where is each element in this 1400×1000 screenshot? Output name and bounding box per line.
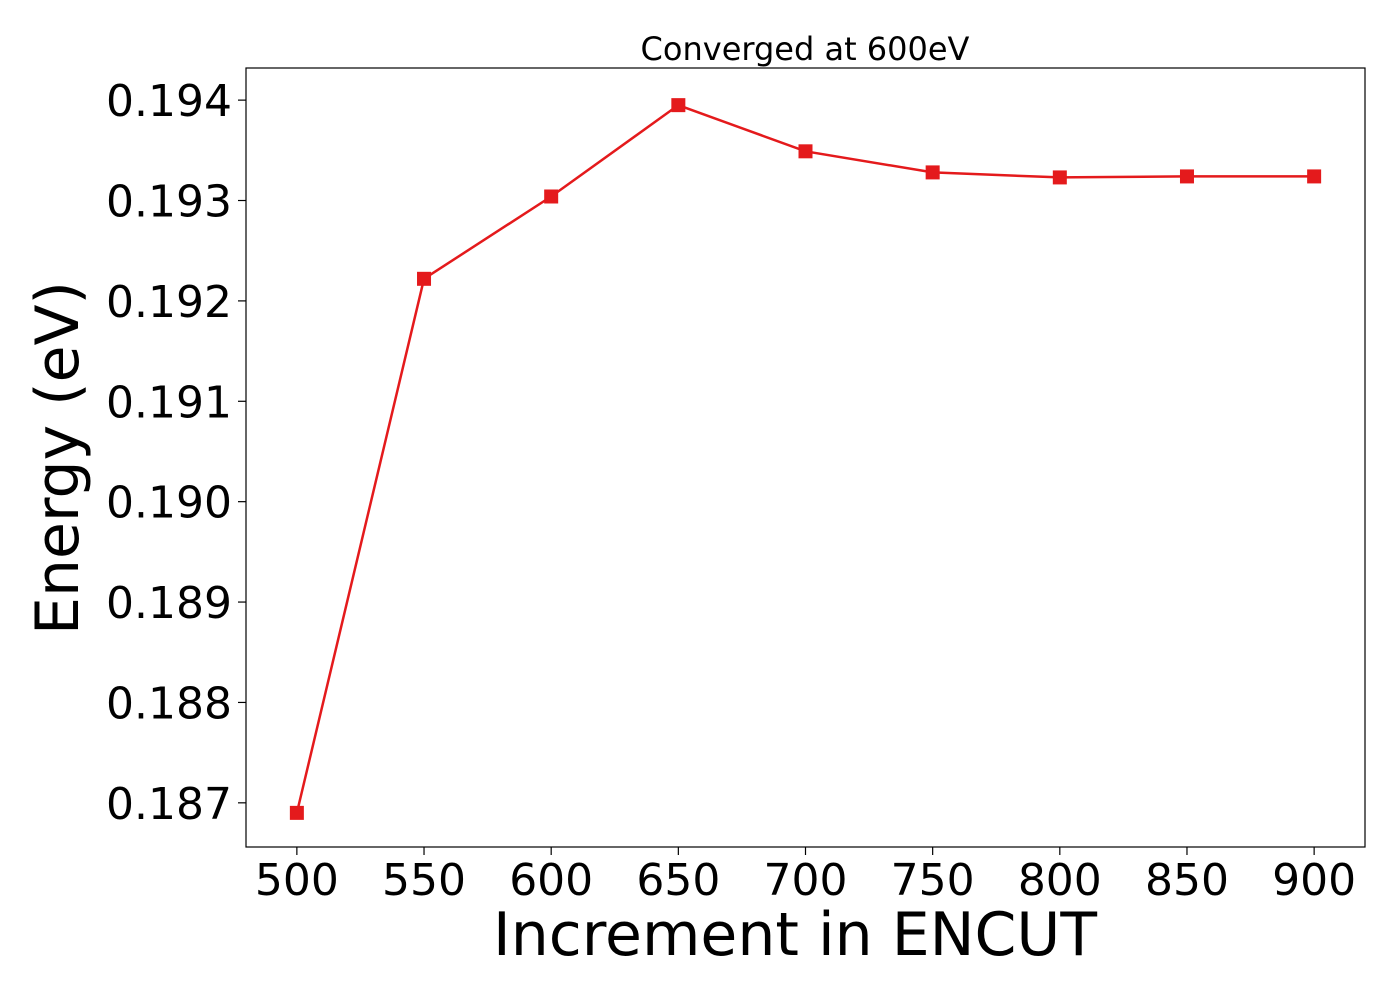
- y-tick-label: 0.192: [106, 277, 232, 328]
- data-point-marker: [925, 165, 940, 180]
- x-tick-label: 500: [255, 855, 339, 906]
- plot-frame: [245, 67, 1366, 848]
- y-tick-label: 0.191: [106, 377, 232, 428]
- data-point-marker: [1307, 169, 1322, 184]
- y-tick-label: 0.193: [106, 177, 232, 228]
- plot-area: [289, 98, 1322, 820]
- x-tick-label: 850: [1145, 855, 1229, 906]
- y-axis-label: Energy (eV): [23, 281, 93, 635]
- data-point-marker: [798, 144, 813, 159]
- y-tick-label: 0.188: [106, 678, 232, 729]
- x-tick-label: 650: [636, 855, 720, 906]
- data-point-marker: [1179, 169, 1194, 184]
- x-axis: 500 550 600 650 700 750 800 850 900: [255, 847, 1356, 906]
- y-axis: 0.187 0.188 0.189 0.190 0.191 0.192 0.193 0.194: [106, 76, 246, 830]
- x-tick-label: 700: [764, 855, 848, 906]
- data-point-marker: [289, 805, 304, 820]
- x-tick-label: 900: [1272, 855, 1356, 906]
- y-tick-label: 0.187: [106, 779, 232, 830]
- x-tick-label: 750: [891, 855, 975, 906]
- series-line: [295, 103, 1315, 814]
- x-tick-label: 800: [1018, 855, 1102, 906]
- chart-title: Converged at 600eV: [641, 30, 970, 68]
- x-axis-label: Increment in ENCUT: [493, 900, 1097, 970]
- data-point-marker: [417, 271, 432, 286]
- data-point-marker: [1052, 170, 1067, 185]
- y-tick-label: 0.189: [106, 578, 232, 629]
- x-tick-label: 600: [509, 855, 593, 906]
- y-tick-label: 0.194: [106, 76, 232, 127]
- data-point-marker: [544, 189, 559, 204]
- data-point-marker: [671, 98, 686, 113]
- x-tick-label: 550: [382, 855, 466, 906]
- y-tick-label: 0.190: [106, 478, 232, 529]
